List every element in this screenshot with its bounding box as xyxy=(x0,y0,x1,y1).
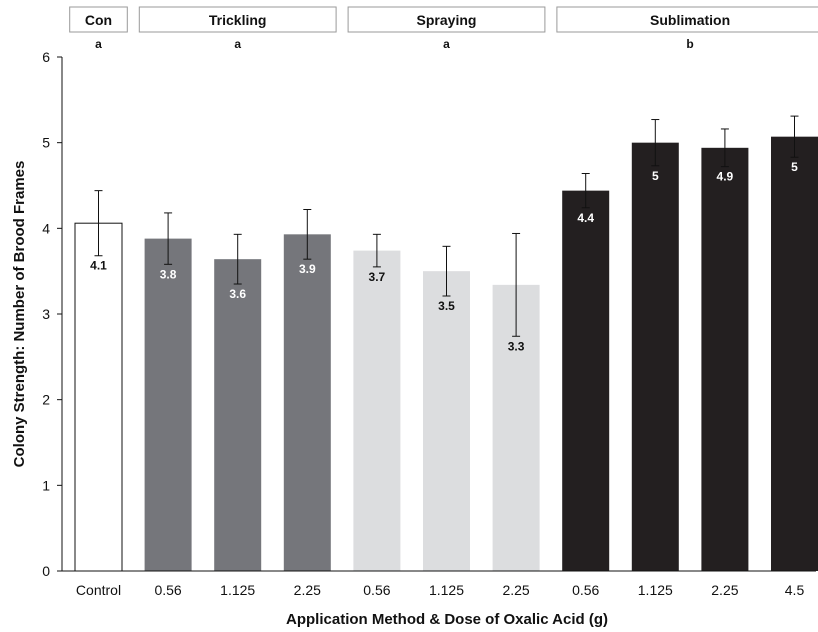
group-header-box-0 xyxy=(69,6,128,33)
group-header-box-2 xyxy=(347,6,546,33)
data-label-2: 3.6 xyxy=(229,287,246,301)
group-header-label-3: Sublimation xyxy=(650,12,730,28)
group-header-label-0: Con xyxy=(85,12,112,28)
error-bar-9 xyxy=(720,128,729,168)
data-label-5: 3.5 xyxy=(438,299,455,313)
bar-2 xyxy=(214,259,262,571)
error-bar-7 xyxy=(581,173,590,209)
significance-letter-1: a xyxy=(234,37,241,51)
x-tick-labels: Control 0.56 1.125 2.25 0.56 1.125 2.25 0.56 1.1… xyxy=(76,582,805,598)
y-tick-label-4: 4 xyxy=(42,220,50,236)
significance-letter-2: a xyxy=(443,37,450,51)
data-label-8: 5 xyxy=(652,169,659,183)
bar-3 xyxy=(283,234,331,571)
y-axis-title: Colony Strength: Number of Brood Frames xyxy=(11,161,28,468)
error-bar-0 xyxy=(94,190,103,257)
x-tick-label-0: Control xyxy=(76,582,121,598)
significance-letter-0: a xyxy=(95,37,102,51)
treatment-group-headers: Con a Trickling a Spraying a Sublimation b xyxy=(69,6,818,51)
x-tick-label-8: 1.125 xyxy=(638,582,673,598)
group-header-box-1 xyxy=(138,6,337,33)
data-label-0: 4.1 xyxy=(90,259,107,273)
group-header-3: Sublimation b xyxy=(556,6,818,51)
group-header-box-3 xyxy=(556,6,818,33)
x-axis-title: Application Method & Dose of Oxalic Acid… xyxy=(286,611,608,628)
bar-0 xyxy=(74,222,123,572)
error-bars xyxy=(94,115,799,337)
x-tick-label-7: 0.56 xyxy=(572,582,599,598)
data-labels: 4.1 3.8 3.6 3.9 3.7 3.5 3.3 4.4 5 4.9 5 xyxy=(90,160,798,353)
bar-9 xyxy=(701,147,749,571)
x-tick-label-9: 2.25 xyxy=(711,582,738,598)
error-bar-1 xyxy=(164,212,173,265)
error-bar-2 xyxy=(233,233,242,285)
bar-4 xyxy=(353,250,401,571)
bar-8 xyxy=(631,142,679,571)
bars xyxy=(74,136,818,572)
error-bar-10 xyxy=(790,115,799,158)
error-bar-4 xyxy=(372,233,381,268)
y-tick-label-5: 5 xyxy=(42,135,50,151)
x-tick-label-6: 2.25 xyxy=(502,582,529,598)
y-tick-label-6: 6 xyxy=(42,49,50,65)
error-bar-6 xyxy=(512,232,521,337)
x-tick-label-2: 1.125 xyxy=(220,582,255,598)
data-label-1: 3.8 xyxy=(160,267,177,281)
data-label-7: 4.4 xyxy=(577,211,594,225)
bar-5 xyxy=(423,271,470,571)
group-header-label-1: Trickling xyxy=(209,12,267,28)
x-tick-label-1: 0.56 xyxy=(154,582,181,598)
y-tick-label-0: 0 xyxy=(42,563,50,579)
y-tick-label-2: 2 xyxy=(42,392,50,408)
data-label-10: 5 xyxy=(791,160,798,174)
group-header-0: Con a xyxy=(69,6,128,51)
x-tick-label-10: 4.5 xyxy=(785,582,805,598)
y-tick-label-1: 1 xyxy=(42,477,50,493)
bar-10 xyxy=(771,136,818,572)
group-header-label-2: Spraying xyxy=(417,12,477,28)
bar-7 xyxy=(562,190,610,571)
y-tick-labels: 0 1 2 3 4 5 6 xyxy=(42,49,50,579)
data-label-9: 4.9 xyxy=(717,170,734,184)
bar-1 xyxy=(144,238,192,571)
error-bar-8 xyxy=(651,119,660,167)
x-tick-label-4: 0.56 xyxy=(363,582,390,598)
group-header-1: Trickling a xyxy=(138,6,337,51)
error-bar-3 xyxy=(303,208,312,260)
y-tick-label-3: 3 xyxy=(42,306,50,322)
data-label-4: 3.7 xyxy=(369,270,386,284)
x-tick-label-3: 2.25 xyxy=(294,582,321,598)
significance-letter-3: b xyxy=(686,37,693,51)
axes xyxy=(57,56,816,572)
x-tick-label-5: 1.125 xyxy=(429,582,464,598)
group-header-2: Spraying a xyxy=(347,6,546,51)
data-label-6: 3.3 xyxy=(508,339,525,353)
data-label-3: 3.9 xyxy=(299,262,316,276)
error-bar-5 xyxy=(442,245,451,297)
